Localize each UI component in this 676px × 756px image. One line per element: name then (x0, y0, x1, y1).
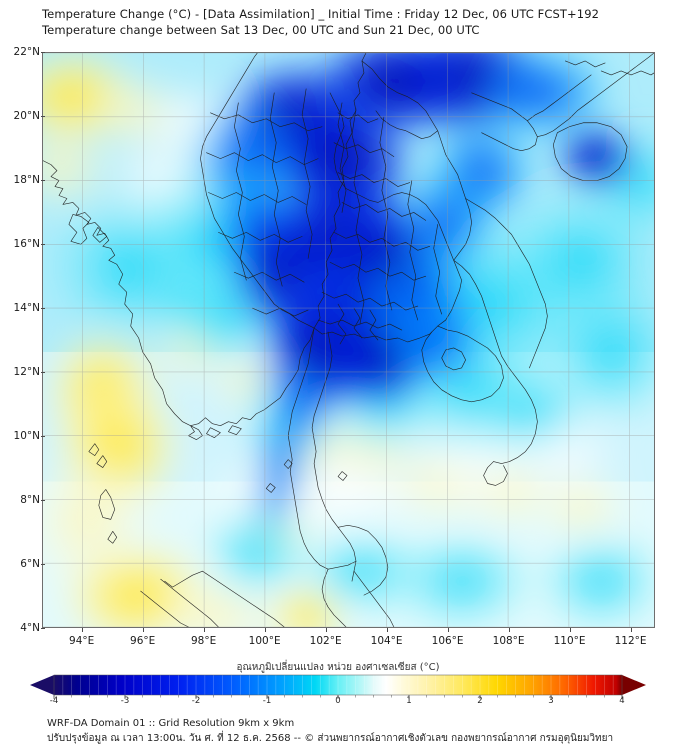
colorbar-tick-label: -3 (120, 696, 130, 706)
colorbar-tick-label: -4 (49, 696, 59, 706)
colorbar-ticks (53, 695, 623, 699)
x-axis-tick-label: 110°E (553, 635, 586, 647)
x-axis-tick-mark (569, 628, 571, 632)
y-axis-tick-label: 20°N (13, 110, 40, 122)
chart-title-block: Temperature Change (°C) - [Data Assimila… (42, 6, 662, 38)
y-axis-tick-mark (41, 436, 45, 437)
y-axis-tick-label: 10°N (13, 430, 40, 442)
x-axis-tick-mark (81, 628, 83, 632)
x-axis: 94°E 96°E 98°E 100°E 102°E 104°E 106°E 108°E 110… (42, 628, 655, 650)
x-axis-tick-label: 104°E (370, 635, 403, 647)
x-axis-tick-label: 94°E (69, 635, 95, 647)
footer-credit: ปรับปรุงข้อมูล ณ เวลา 13:00น. วัน ศ. ที่… (47, 733, 614, 744)
colorbar-tick-label: 1 (406, 696, 412, 706)
x-axis-tick-mark (203, 628, 205, 632)
map-plot-area (42, 52, 655, 628)
y-axis-tick-mark (41, 244, 45, 245)
y-axis-tick-label: 22°N (13, 46, 40, 58)
map-boundaries (43, 53, 654, 627)
colorbar-tick-label: 0 (335, 696, 341, 706)
y-axis-tick-mark (41, 116, 45, 117)
x-axis-tick-mark (325, 628, 327, 632)
colorbar-bar (54, 675, 622, 695)
x-axis-tick-mark (264, 628, 266, 632)
footer-model-info: WRF-DA Domain 01 :: Grid Resolution 9km … (47, 718, 295, 729)
colorbar-tick-label: -1 (262, 696, 272, 706)
map-gridlines (43, 53, 654, 627)
colorbar: อุณหภูมิเปลี่ยนแปลง หน่วย องศาเซลเซียส (… (0, 660, 676, 708)
y-axis: 22°N 20°N 18°N 16°N 14°N 12°N 10°N 8°N 6°N 4°N (0, 46, 45, 634)
colorbar-tick-label: 3 (548, 696, 554, 706)
y-axis-tick-label: 4°N (20, 622, 40, 634)
x-axis-tick-label: 112°E (614, 635, 647, 647)
colorbar-max-arrow (622, 675, 646, 695)
x-axis-tick-label: 96°E (130, 635, 156, 647)
y-axis-tick-label: 12°N (13, 366, 40, 378)
x-axis-tick-label: 102°E (309, 635, 342, 647)
y-axis-tick-mark (41, 372, 45, 373)
colorbar-tick-label: -2 (191, 696, 201, 706)
x-axis-tick-label: 100°E (248, 635, 281, 647)
x-axis-tick-label: 108°E (492, 635, 525, 647)
colorbar-gradient (30, 674, 646, 699)
footer: WRF-DA Domain 01 :: Grid Resolution 9km … (47, 716, 667, 746)
temperature-field (43, 53, 654, 627)
y-axis-tick-mark (41, 52, 45, 53)
y-axis-tick-mark (41, 564, 45, 565)
page-subtitle: Temperature change between Sat 13 Dec, 0… (42, 23, 480, 37)
page-title: Temperature Change (°C) - [Data Assimila… (42, 7, 600, 21)
colorbar-cell-dividers (62, 675, 614, 695)
y-axis-tick-label: 8°N (20, 494, 40, 506)
y-axis-tick-mark (41, 308, 45, 309)
x-axis-tick-mark (508, 628, 510, 632)
x-axis-tick-mark (447, 628, 449, 632)
x-axis-tick-label: 98°E (191, 635, 217, 647)
x-axis-tick-mark (142, 628, 144, 632)
y-axis-tick-mark (41, 180, 45, 181)
colorbar-tick-label: 4 (619, 696, 625, 706)
temperature-anomaly-heatmap (43, 53, 654, 627)
y-axis-tick-label: 16°N (13, 238, 40, 250)
colorbar-title: อุณหภูมิเปลี่ยนแปลง หน่วย องศาเซลเซียส (… (236, 662, 440, 673)
y-axis-tick-label: 18°N (13, 174, 40, 186)
y-axis-tick-mark (41, 500, 45, 501)
y-axis-tick-label: 14°N (13, 302, 40, 314)
y-axis-tick-mark (41, 628, 45, 629)
x-axis-tick-mark (386, 628, 388, 632)
x-axis-tick-label: 106°E (431, 635, 464, 647)
x-axis-tick-mark (630, 628, 632, 632)
y-axis-tick-label: 6°N (20, 558, 40, 570)
colorbar-tick-label: 2 (477, 696, 483, 706)
colorbar-min-arrow (30, 675, 54, 695)
